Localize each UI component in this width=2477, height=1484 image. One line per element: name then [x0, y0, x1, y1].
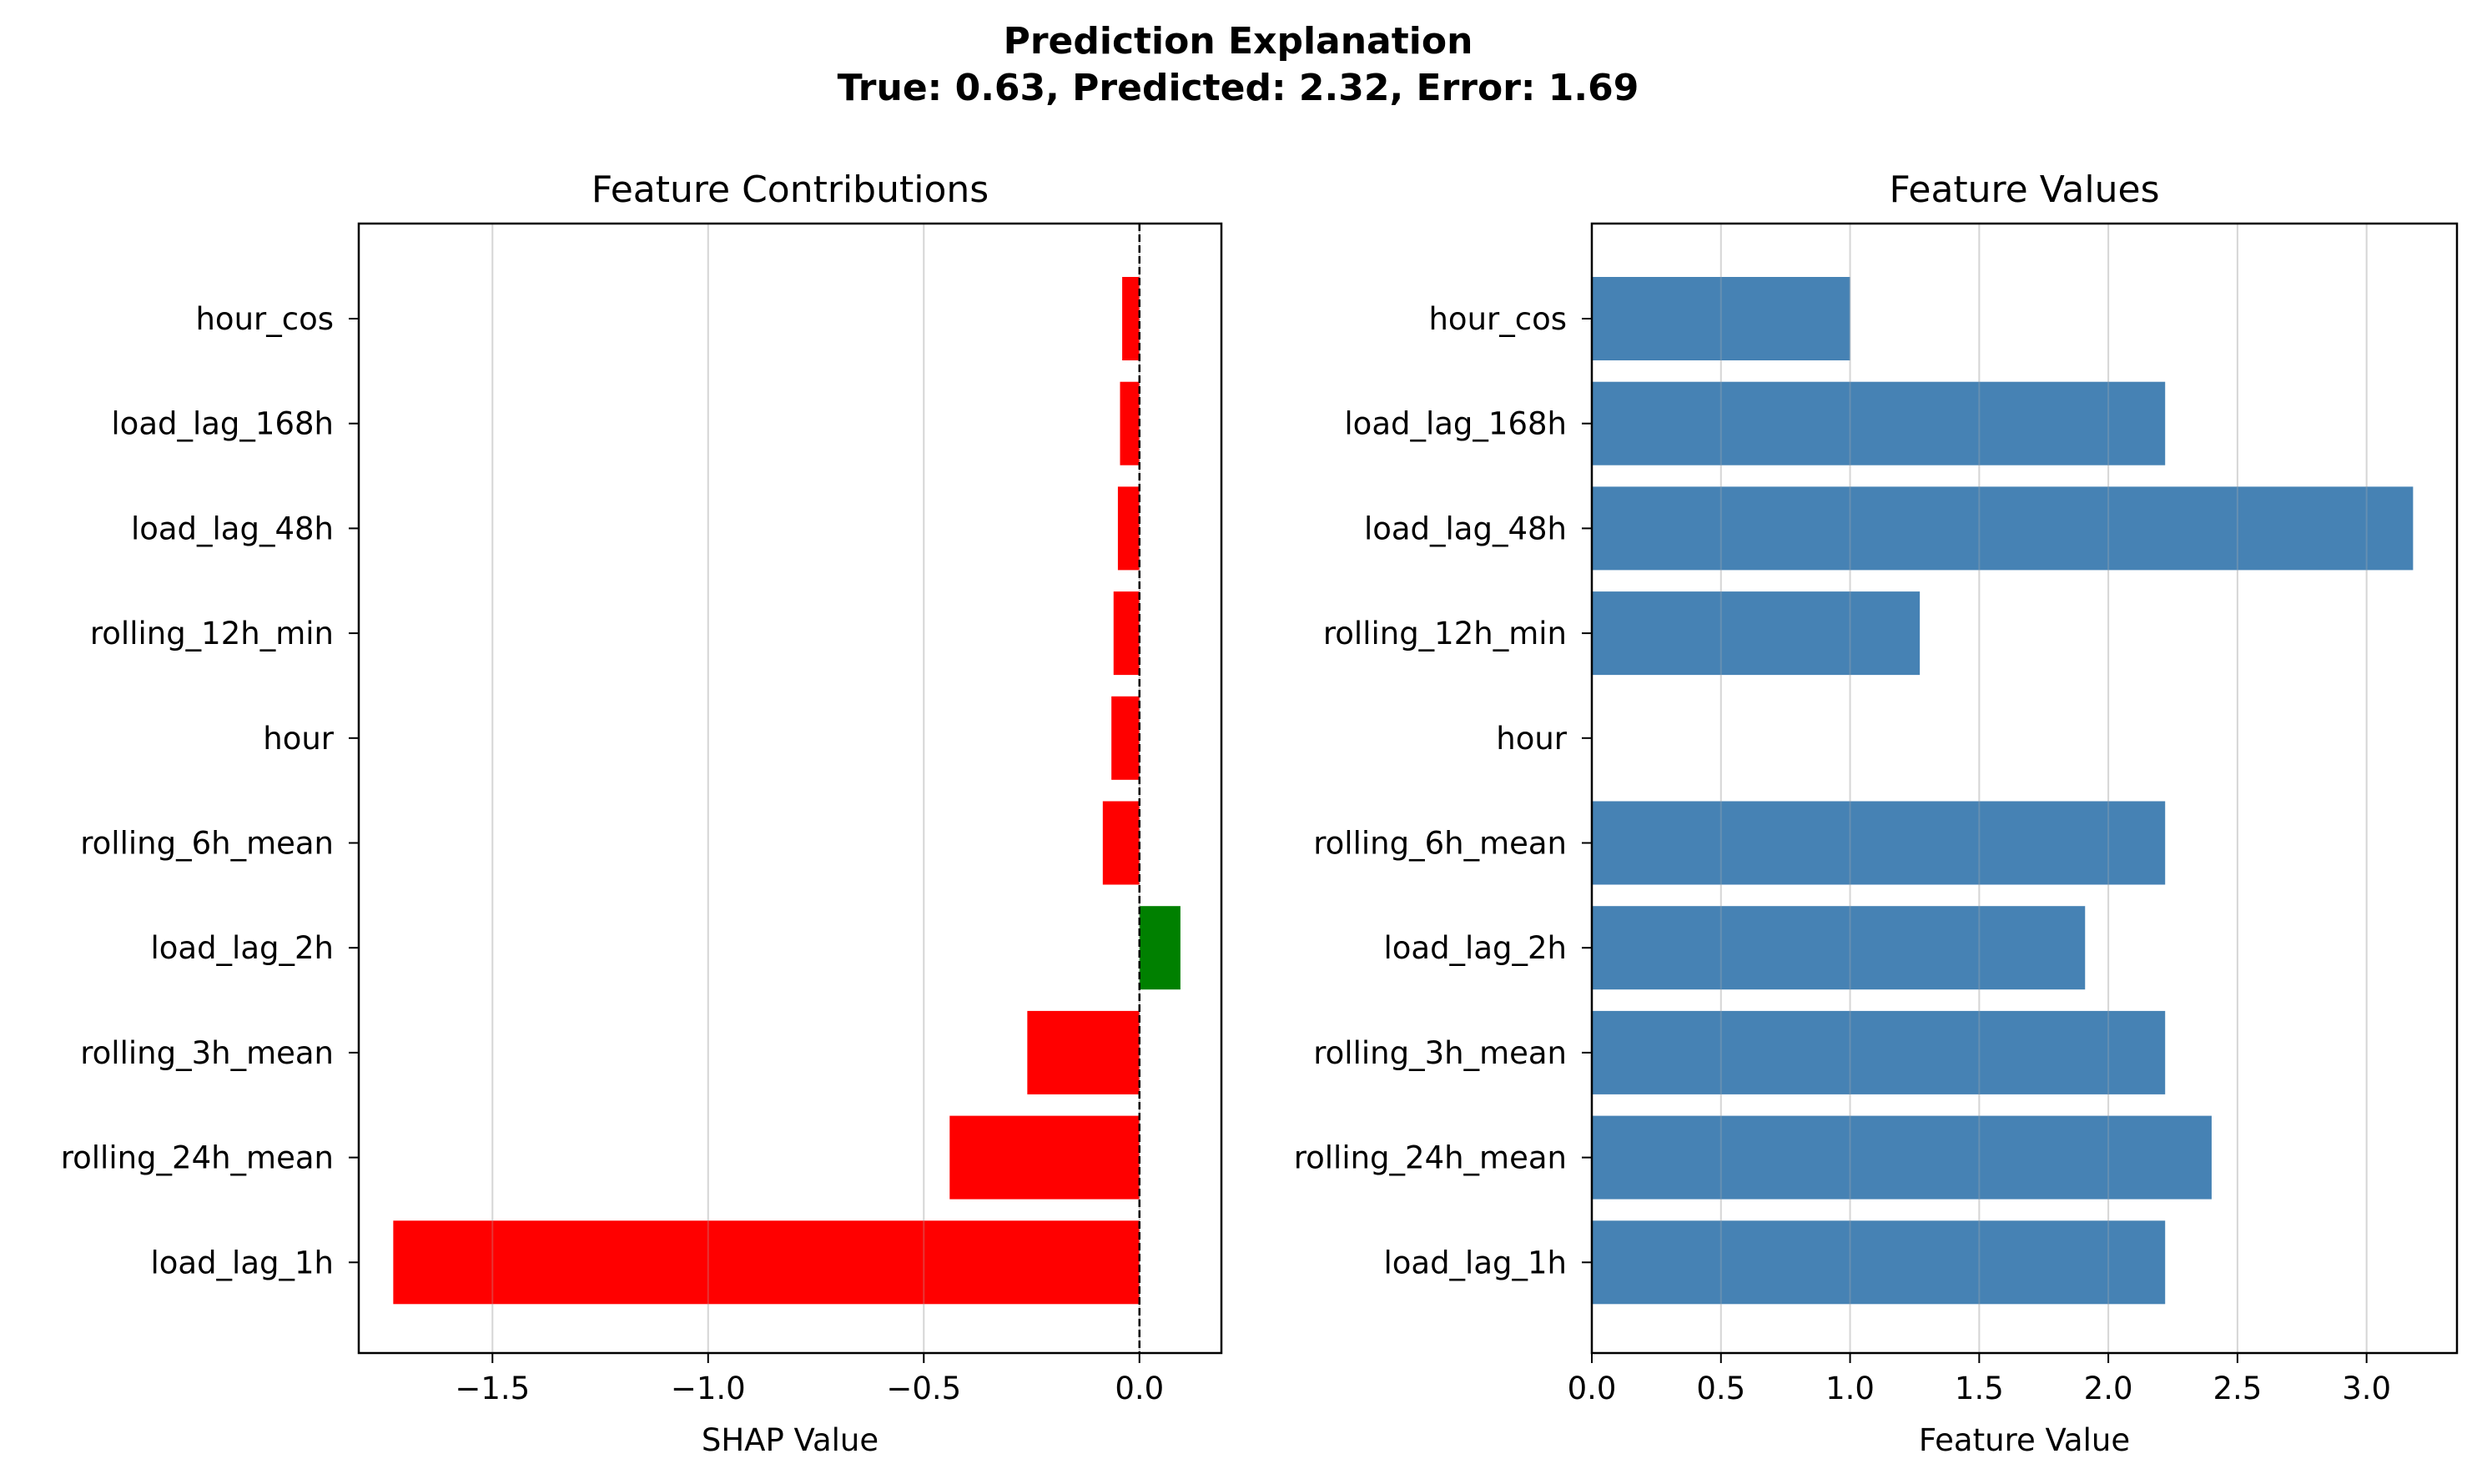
- value-bar: [1592, 277, 1850, 360]
- shap-xtick-label: 0.0: [1115, 1371, 1164, 1406]
- shap-bar: [1113, 591, 1140, 676]
- shap-chart-title: Feature Contributions: [592, 169, 989, 211]
- value-bar: [1592, 591, 1921, 676]
- shap-axes-frame: [357, 222, 1223, 1355]
- value-bar: [1592, 1220, 2166, 1305]
- value-chart-title: Feature Values: [1889, 169, 2159, 211]
- value-axes-frame: [1590, 222, 2459, 1355]
- shap-bar: [1111, 696, 1140, 780]
- shap-xtick-label: −0.5: [886, 1371, 961, 1406]
- shap-bar: [949, 1115, 1140, 1200]
- value-xtick-label: 0.5: [1696, 1371, 1745, 1406]
- shap-bar: [1139, 906, 1181, 990]
- shap-xtick-label: −1.0: [671, 1371, 746, 1406]
- value-xtick-label: 0.0: [1568, 1371, 1617, 1406]
- value-ytick-label: hour: [1496, 721, 1568, 757]
- shap-ytick-label: hour: [263, 721, 335, 757]
- value-ytick-label: rolling_6h_mean: [1313, 826, 1567, 862]
- value-xtick-label: 3.0: [2342, 1371, 2391, 1406]
- figure-title-line1: Prediction Explanation: [1004, 20, 1473, 63]
- shap-contributions-chart: Feature Contributions hour_cos load_lag_16…: [61, 169, 1223, 1458]
- value-ytick-label: rolling_24h_mean: [1294, 1140, 1567, 1176]
- value-ytick-label: hour_cos: [1428, 301, 1567, 337]
- shap-ytick-label: hour_cos: [195, 301, 334, 337]
- feature-values-chart: Feature Values hour_cos load_lag_168h load_…: [1294, 169, 2459, 1458]
- shap-ytick-label: rolling_12h_min: [90, 616, 334, 651]
- value-ytick-label: load_lag_2h: [1383, 930, 1567, 966]
- shap-ytick-label: load_lag_48h: [131, 511, 334, 546]
- shap-ytick-label: rolling_3h_mean: [80, 1035, 334, 1071]
- value-xtick-label: 1.5: [1955, 1371, 2004, 1406]
- value-x-axis-label: Feature Value: [1919, 1422, 2130, 1458]
- value-bar: [1592, 906, 2086, 990]
- value-ytick-label: load_lag_1h: [1383, 1245, 1567, 1280]
- shap-bar: [1122, 277, 1140, 360]
- value-bar: [1592, 1010, 2166, 1094]
- value-ytick-label: load_lag_48h: [1364, 511, 1567, 546]
- value-xtick-label: 2.5: [2213, 1371, 2262, 1406]
- shap-ytick-label: rolling_6h_mean: [80, 826, 334, 862]
- shap-bar: [1027, 1010, 1140, 1094]
- shap-ytick-label: load_lag_168h: [111, 406, 334, 442]
- value-ytick-label: rolling_3h_mean: [1313, 1035, 1567, 1071]
- shap-ytick-label: load_lag_2h: [150, 930, 334, 966]
- value-ytick-label: load_lag_168h: [1344, 406, 1567, 442]
- value-bar: [1592, 381, 2166, 465]
- shap-bar: [1117, 486, 1140, 571]
- value-xtick-label: 1.0: [1825, 1371, 1875, 1406]
- value-bar: [1592, 486, 2414, 571]
- value-xtick-label: 2.0: [2084, 1371, 2133, 1406]
- shap-ytick-label: load_lag_1h: [150, 1245, 334, 1280]
- figure-title-line2: True: 0.63, Predicted: 2.32, Error: 1.69: [838, 67, 1639, 109]
- shap-ytick-label: rolling_24h_mean: [61, 1140, 334, 1176]
- value-bar: [1592, 1115, 2212, 1200]
- shap-xtick-label: −1.5: [455, 1371, 530, 1406]
- shap-bar: [1102, 801, 1140, 885]
- value-ytick-label: rolling_12h_min: [1323, 616, 1567, 651]
- shap-bar: [393, 1220, 1140, 1305]
- value-bar: [1592, 801, 2166, 885]
- shap-x-axis-label: SHAP Value: [702, 1422, 879, 1458]
- shap-bar: [1120, 381, 1140, 465]
